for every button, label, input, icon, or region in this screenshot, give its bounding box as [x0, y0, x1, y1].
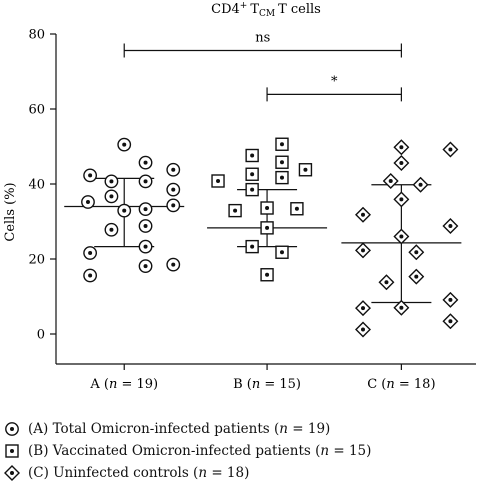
data-point-b	[298, 163, 313, 177]
data-point-a	[83, 268, 98, 283]
data-point-c	[408, 268, 425, 285]
data-point-b	[260, 221, 274, 235]
data-point-a	[81, 195, 95, 209]
data-point-c	[378, 274, 395, 290]
data-point-a	[166, 198, 181, 213]
y-ticks: 0 20 40 60 80	[28, 28, 56, 343]
chart-title: CD4+ TCM T cells	[211, 1, 321, 19]
data-point-a	[138, 202, 153, 217]
legend-item-b: (B) Vaccinated Omicron-infected patients…	[4, 440, 496, 462]
data-point-b	[260, 268, 274, 282]
data-point-c	[355, 207, 371, 223]
circle-dot-icon	[5, 422, 19, 436]
data-point-c	[383, 173, 399, 189]
data-point-c	[442, 313, 459, 329]
significance-label: *	[331, 74, 338, 89]
data-point-a	[83, 246, 98, 260]
data-point-b	[275, 245, 289, 259]
data-point-c	[355, 321, 371, 338]
legend-item-a: (A) Total Omicron-infected patients (n =…	[4, 418, 496, 440]
data-point-b	[228, 203, 242, 218]
y-tick-label: 20	[28, 253, 45, 268]
data-point-b	[275, 137, 289, 151]
data-point-b	[245, 182, 259, 197]
data-point-c	[355, 242, 371, 259]
legend-label-b: (B) Vaccinated Omicron-infected patients…	[28, 443, 372, 459]
data-point-a	[104, 189, 119, 204]
diamond-dot-icon	[4, 465, 20, 481]
data-point-b	[245, 167, 259, 181]
data-point-a	[117, 137, 132, 152]
data-point-c	[412, 177, 429, 193]
data-point-c	[393, 139, 410, 155]
data-point-c	[355, 300, 371, 316]
data-point-b	[290, 202, 304, 216]
legend-label-a: (A) Total Omicron-infected patients (n =…	[28, 421, 331, 437]
data-point-c	[442, 292, 459, 308]
data-point-a	[138, 259, 153, 274]
y-tick-label: 80	[28, 28, 45, 43]
data-point-b	[245, 239, 259, 254]
data-point-a	[138, 174, 153, 189]
data-point-b	[245, 148, 259, 163]
x-tick-label: B (n = 15)	[233, 377, 301, 392]
data-point-a	[166, 257, 181, 272]
y-tick-label: 0	[37, 328, 45, 343]
data-point-a	[166, 162, 181, 177]
data-point-a	[166, 182, 181, 197]
data-point-c	[408, 244, 425, 260]
legend-label-c: (C) Uninfected controls (n = 18)	[28, 465, 250, 481]
x-tick-label: A (n = 19)	[89, 377, 158, 392]
data-point-a	[83, 168, 98, 183]
data-point-c	[442, 218, 459, 234]
y-axis-label: Cells (%)	[3, 182, 18, 241]
data-point-a	[104, 174, 119, 189]
square-dot-icon	[5, 444, 19, 458]
x-tick-label: C (n = 18)	[367, 377, 435, 392]
data-point-a	[138, 155, 153, 170]
x-ticks: A (n = 19) B (n = 15) C (n = 18)	[89, 364, 436, 392]
y-tick-label: 60	[28, 103, 45, 118]
data-point-a	[104, 222, 119, 237]
data-points	[81, 137, 459, 338]
data-point-c	[393, 191, 410, 208]
data-point-c	[393, 155, 410, 171]
y-tick-label: 40	[28, 178, 45, 193]
data-point-c	[442, 141, 459, 158]
data-point-b	[211, 174, 225, 188]
legend-item-c: (C) Uninfected controls (n = 18)	[4, 462, 496, 484]
data-point-a	[138, 219, 153, 233]
data-point-b	[275, 155, 289, 169]
data-point-a	[138, 239, 153, 254]
significance-label: ns	[255, 31, 270, 46]
data-point-a	[117, 203, 132, 218]
data-point-c	[393, 228, 410, 245]
significance-brackets: ns *	[123, 31, 402, 102]
data-point-b	[260, 201, 274, 215]
data-point-b	[275, 170, 289, 185]
